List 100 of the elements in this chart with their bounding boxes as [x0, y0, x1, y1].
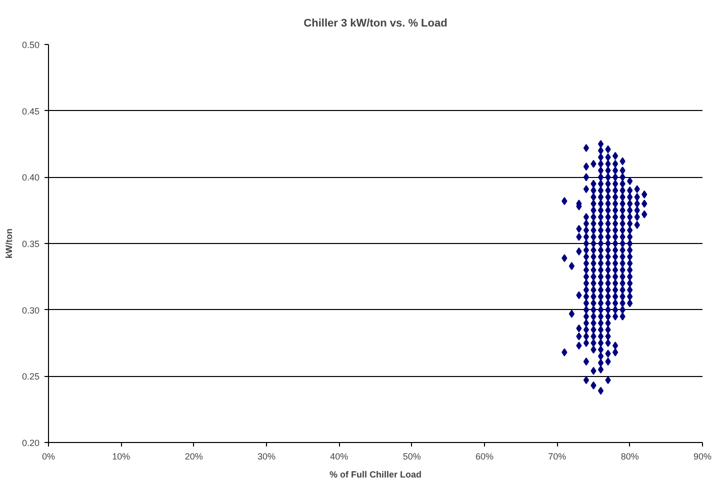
point — [605, 339, 611, 347]
point — [598, 346, 604, 354]
point — [612, 272, 618, 281]
point — [605, 166, 611, 175]
point — [627, 259, 633, 268]
point — [612, 348, 618, 356]
point — [590, 299, 596, 308]
point — [576, 342, 582, 350]
point — [590, 212, 596, 221]
point — [605, 286, 611, 294]
point — [598, 366, 604, 374]
point — [627, 252, 633, 261]
x-tick-label: 10% — [112, 452, 130, 462]
point — [590, 332, 596, 340]
point — [583, 212, 590, 221]
point — [576, 224, 582, 233]
point — [598, 200, 604, 208]
point — [583, 226, 590, 234]
point — [634, 193, 640, 202]
point — [590, 312, 596, 320]
point — [598, 180, 604, 188]
point — [620, 173, 626, 182]
x-tick-label: 40% — [330, 452, 348, 462]
point — [605, 220, 611, 228]
point — [612, 266, 618, 274]
point — [620, 226, 626, 234]
point — [627, 246, 633, 254]
point — [605, 266, 611, 274]
point — [583, 279, 590, 288]
point — [590, 246, 596, 254]
y-tick-label: 0.45 — [22, 106, 40, 116]
point — [627, 266, 633, 274]
point — [590, 240, 596, 248]
point — [627, 292, 633, 301]
point — [590, 292, 596, 301]
point — [612, 252, 618, 261]
point — [612, 212, 618, 221]
point — [627, 272, 633, 281]
point — [583, 144, 590, 152]
point — [598, 272, 604, 281]
point — [620, 212, 626, 221]
point — [612, 292, 618, 301]
point — [605, 240, 611, 248]
point — [620, 206, 626, 214]
point — [620, 246, 626, 254]
point — [620, 292, 626, 301]
point — [590, 306, 596, 314]
point — [562, 254, 568, 262]
point — [627, 177, 633, 186]
y-tick-label: 0.35 — [22, 239, 40, 249]
point — [612, 232, 618, 241]
point — [620, 193, 626, 202]
point — [590, 193, 596, 202]
point — [598, 240, 604, 248]
point — [590, 272, 596, 281]
point — [598, 212, 604, 221]
point — [583, 332, 590, 340]
point — [598, 173, 604, 182]
point — [620, 200, 626, 208]
point — [590, 226, 596, 234]
point — [605, 173, 611, 182]
point — [612, 206, 618, 214]
point — [634, 220, 640, 229]
point — [627, 212, 633, 221]
point — [627, 286, 633, 294]
point — [598, 358, 604, 367]
point — [590, 381, 596, 390]
point — [605, 160, 611, 168]
point — [590, 220, 596, 228]
point — [620, 220, 626, 228]
point — [583, 246, 590, 254]
point — [605, 326, 611, 334]
y-tick-label: 0.20 — [22, 438, 40, 448]
point — [583, 358, 590, 366]
point — [598, 306, 604, 314]
point — [612, 279, 618, 288]
point — [590, 366, 596, 375]
point — [605, 259, 611, 268]
point — [590, 346, 596, 354]
point — [590, 259, 596, 268]
point — [642, 190, 648, 198]
point — [568, 310, 575, 318]
point — [598, 312, 604, 320]
point — [620, 232, 626, 241]
point — [620, 180, 626, 188]
point — [598, 232, 604, 241]
point — [605, 350, 611, 358]
point — [598, 352, 604, 360]
point — [612, 186, 618, 194]
point — [583, 220, 590, 228]
point — [612, 200, 618, 208]
point — [598, 319, 604, 328]
point — [627, 232, 633, 241]
point — [620, 299, 626, 308]
point — [642, 200, 648, 208]
point — [583, 306, 590, 314]
point — [620, 157, 626, 166]
point — [605, 279, 611, 288]
point — [627, 226, 633, 234]
point — [620, 312, 626, 320]
